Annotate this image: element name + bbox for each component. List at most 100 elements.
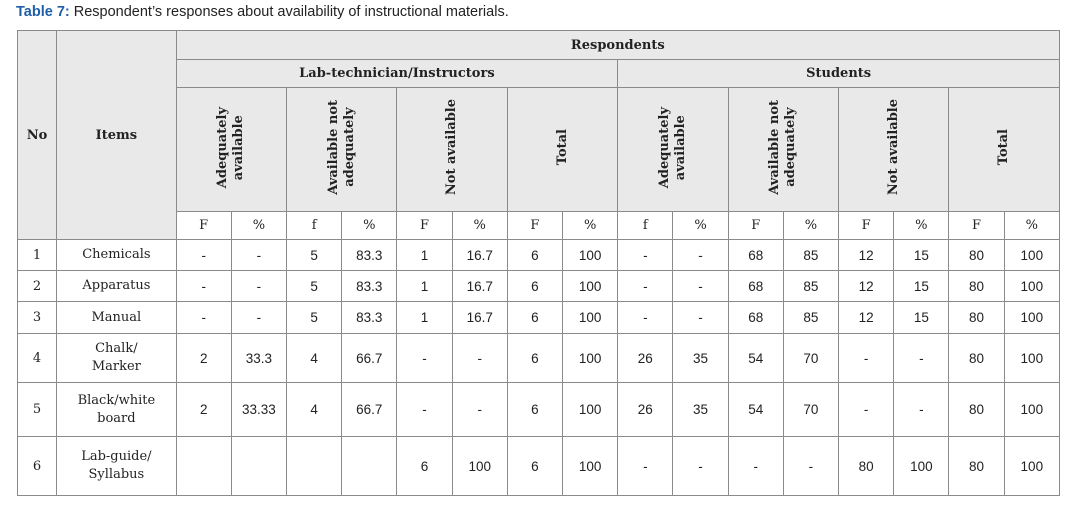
table-cell: 15 [893, 270, 950, 302]
table-cell: - [451, 333, 508, 383]
table-cell: - [396, 333, 453, 383]
table-caption-label: Table 7: [16, 4, 70, 20]
table-cell: 100 [1003, 301, 1061, 334]
table-cell: 80 [838, 436, 895, 496]
table-cell: - [617, 301, 674, 334]
header-col-staff-4: Total [506, 87, 619, 212]
table-cell: 15 [893, 301, 950, 334]
row-item-line: Syllabus [88, 467, 145, 482]
subheader-cell: % [451, 211, 508, 240]
table-cell [341, 436, 398, 496]
table-cell: 80 [948, 301, 1005, 334]
table-cell: 12 [838, 301, 895, 334]
table-cell: - [672, 436, 729, 496]
table-cell: - [617, 239, 674, 271]
row-item-line: Apparatus [82, 278, 151, 293]
table-cell: 100 [562, 301, 619, 334]
table-cell: 5 [285, 301, 343, 334]
table-row: 6 Lab-guide/Syllabus 6 100 6 100- - - -80 100 80 10… [16, 436, 1061, 496]
row-number: 4 [16, 333, 58, 383]
header-group-lab-technician: Lab-technician/Instructors [175, 59, 619, 88]
table-cell: 85 [782, 270, 840, 302]
header-col-line: Adequately [656, 106, 672, 189]
table-cell: - [396, 382, 453, 437]
table-cell: 80 [948, 436, 1005, 496]
subheader-cell: F [175, 211, 232, 240]
subheader-cell: % [562, 211, 619, 240]
table-cell: 35 [672, 382, 729, 437]
table-cell [175, 436, 232, 496]
table-cell: - [672, 270, 729, 302]
table-cell: 16.7 [451, 239, 508, 271]
table-cell: - [782, 436, 840, 496]
row-item-line: Chemicals [82, 247, 151, 262]
table-cell: 100 [1003, 270, 1061, 302]
header-col-students-1: Adequately available [617, 87, 729, 212]
table-cell: 68 [727, 270, 784, 302]
table-cell: 2 [175, 333, 232, 383]
subheader-cell: F [396, 211, 453, 240]
row-item-line: Chalk/ [95, 341, 138, 356]
table-row: 3 Manual - -5 83.3 1 16.7 6 100- -68 85 12 15 80 100 [16, 301, 1061, 334]
table-cell: 6 [506, 333, 564, 383]
row-number: 2 [16, 270, 58, 302]
table-cell: 100 [451, 436, 508, 496]
table-cell: 54 [727, 382, 784, 437]
table-cell: 26 [617, 382, 674, 437]
table-cell: 16.7 [451, 270, 508, 302]
row-item: Manual [56, 301, 177, 334]
table-cell: - [838, 333, 895, 383]
header-col-line: Available not [325, 100, 341, 195]
table-cell: 4 [285, 333, 343, 383]
table-cell: 26 [617, 333, 674, 383]
table-cell [285, 436, 343, 496]
table-cell: 6 [506, 239, 564, 271]
header-col-line: Available not [767, 100, 783, 195]
table-cell: 83.3 [341, 270, 398, 302]
subheader-cell: % [1003, 211, 1061, 240]
subheader-cell: F [948, 211, 1005, 240]
table-cell: 1 [396, 239, 453, 271]
table-cell: 5 [285, 270, 343, 302]
table-cell: 33.3 [230, 333, 288, 383]
table-caption: Table 7: Respondent’s responses about av… [16, 4, 509, 24]
table-cell: - [838, 382, 895, 437]
table-cell: 6 [506, 436, 564, 496]
subheader-cell: F [838, 211, 895, 240]
table-cell: 70 [782, 333, 840, 383]
row-number: 6 [16, 436, 58, 496]
header-col-staff-2: Available not adequately [285, 87, 398, 212]
table-cell: 54 [727, 333, 784, 383]
table-cell: - [230, 239, 288, 271]
table-row: 4 Chalk/Marker 2 33.3 4 66.7- -6 100 26 35 54 70- -8… [16, 333, 1061, 383]
table-cell: 68 [727, 301, 784, 334]
subheader-cell: % [230, 211, 288, 240]
table-cell [230, 436, 288, 496]
row-item: Lab-guide/Syllabus [56, 436, 177, 496]
table-cell: 6 [506, 382, 564, 437]
header-col-line: Total [996, 129, 1012, 166]
table-cell: - [617, 436, 674, 496]
table-cell: - [617, 270, 674, 302]
table-cell: 70 [782, 382, 840, 437]
table-cell: 6 [506, 270, 564, 302]
table-row: 5 Black/white board 2 33.33 4 66.7- -6 100 26 35 54… [16, 382, 1061, 437]
subheader-cell: % [672, 211, 729, 240]
header-group-students: Students [617, 59, 1060, 88]
table-cell: 100 [562, 382, 619, 437]
table-cell: 100 [1003, 382, 1061, 437]
row-item-line: board [97, 410, 136, 426]
row-item: Black/white board [56, 382, 177, 437]
row-item-line: Manual [91, 309, 142, 325]
table-cell: - [230, 301, 288, 334]
header-col-line: adequately [341, 107, 357, 188]
row-number: 3 [16, 301, 58, 334]
header-respondents: Respondents [175, 30, 1061, 60]
table-caption-text: Respondent’s responses about availabilit… [69, 4, 509, 20]
table-cell: 66.7 [341, 382, 398, 437]
header-col-students-4: Total [948, 87, 1060, 212]
table-cell: 100 [1003, 239, 1061, 271]
table-cell: - [672, 239, 729, 271]
table-cell: 100 [1003, 333, 1061, 383]
table-cell: - [175, 301, 232, 334]
